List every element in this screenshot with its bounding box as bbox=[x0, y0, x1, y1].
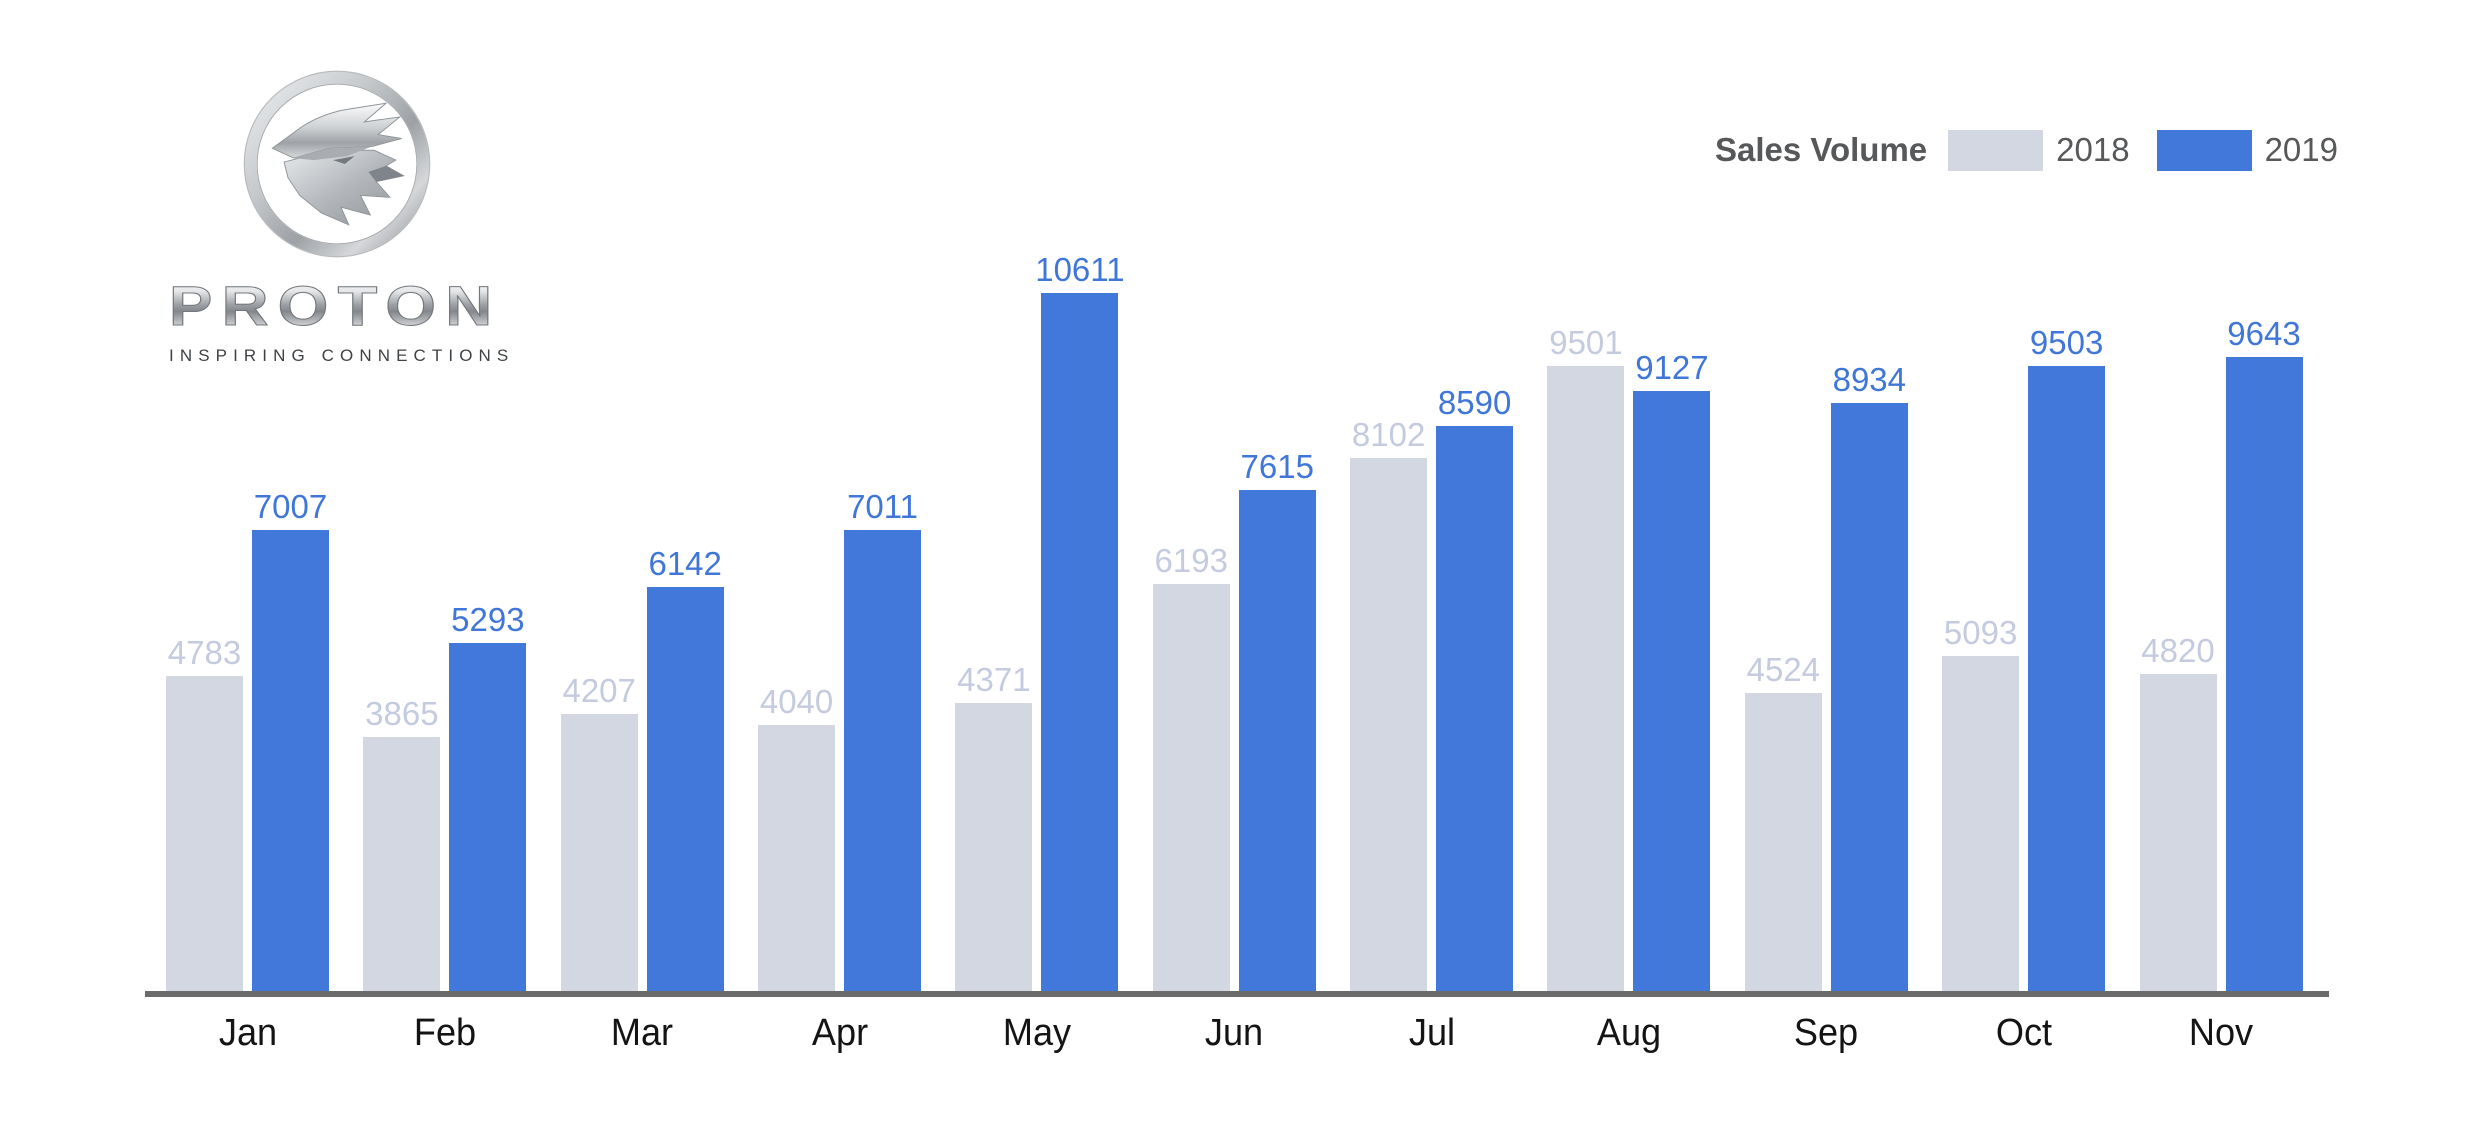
legend-title: Sales Volume bbox=[1715, 131, 1928, 168]
x-tick-May: May bbox=[1002, 1012, 1071, 1054]
bar-2018-Jun bbox=[1152, 584, 1230, 991]
proton-tiger-emblem-icon bbox=[243, 70, 431, 258]
bar-value-2019-Jan: 7007 bbox=[253, 488, 328, 525]
brand-tagline: INSPIRING CONNECTIONS bbox=[169, 346, 515, 365]
bar-2018-Apr bbox=[758, 725, 836, 991]
bar-value-2018-Jun: 6193 bbox=[1154, 542, 1228, 579]
bar-value-2019-Nov: 9643 bbox=[2227, 315, 2301, 352]
bar-2019-Mar bbox=[646, 587, 724, 991]
x-tick-Oct: Oct bbox=[1995, 1012, 2052, 1054]
bar-2019-Jan bbox=[252, 530, 329, 991]
bar-2018-Jul bbox=[1350, 458, 1428, 991]
bar-value-2019-Jul: 8590 bbox=[1437, 384, 1512, 421]
bar-value-2019-Apr: 7011 bbox=[847, 488, 919, 525]
legend-swatch-2019 bbox=[2156, 129, 2252, 171]
bar-2019-Jul bbox=[1436, 426, 1514, 991]
bar-2018-May bbox=[955, 703, 1033, 991]
bar-value-2018-Sep: 4524 bbox=[1746, 651, 1821, 688]
bar-value-2019-Mar: 6142 bbox=[648, 545, 722, 582]
x-axis-line bbox=[145, 991, 2329, 997]
bar-value-2018-Jul: 8102 bbox=[1351, 416, 1426, 453]
bar-value-2019-Aug: 9127 bbox=[1635, 349, 1709, 386]
bar-2019-Feb bbox=[449, 643, 527, 991]
bar-value-2018-Nov: 4820 bbox=[2141, 632, 2215, 669]
bar-2018-Mar bbox=[560, 714, 638, 991]
bar-2018-Nov bbox=[2139, 674, 2217, 991]
bar-value-2018-Aug: 9501 bbox=[1549, 324, 1623, 361]
legend-label-2018: 2018 bbox=[2056, 131, 2130, 168]
bar-2019-Jun bbox=[1238, 490, 1316, 991]
bar-value-2018-Mar: 4207 bbox=[562, 672, 636, 709]
x-tick-Aug: Aug bbox=[1596, 1012, 1662, 1054]
x-tick-Apr: Apr bbox=[811, 1012, 868, 1054]
x-tick-Sep: Sep bbox=[1794, 1012, 1859, 1054]
bar-value-2019-Feb: 5293 bbox=[451, 601, 525, 638]
bar-2019-Sep bbox=[1830, 403, 1908, 991]
bar-2018-Sep bbox=[1744, 693, 1822, 991]
legend-label-2019: 2019 bbox=[2264, 131, 2338, 168]
bar-value-2018-May: 4371 bbox=[957, 661, 1031, 698]
x-tick-Jan: Jan bbox=[218, 1012, 277, 1054]
bar-2019-May bbox=[1041, 293, 1119, 991]
x-tick-Jul: Jul bbox=[1408, 1012, 1455, 1054]
bar-2018-Aug bbox=[1547, 366, 1625, 991]
bar-2019-Apr bbox=[844, 530, 922, 991]
bar-value-2019-Sep: 8934 bbox=[1832, 361, 1907, 398]
x-tick-Nov: Nov bbox=[2188, 1012, 2254, 1054]
x-tick-Jun: Jun bbox=[1205, 1012, 1264, 1054]
x-tick-Mar: Mar bbox=[611, 1012, 674, 1054]
bar-2018-Oct bbox=[1942, 656, 2020, 991]
legend-swatch-2018 bbox=[1948, 129, 2044, 171]
x-tick-Feb: Feb bbox=[413, 1012, 476, 1054]
bar-2019-Nov bbox=[2225, 357, 2303, 991]
bar-value-2018-Jan: 4783 bbox=[167, 634, 242, 671]
proton-logo: PROTON INSPIRING CONNECTIONS bbox=[168, 64, 515, 366]
bar-value-2018-Apr: 4040 bbox=[759, 683, 834, 720]
bar-2019-Oct bbox=[2028, 366, 2106, 991]
brand-wordmark: PROTON bbox=[168, 277, 559, 334]
bar-value-2019-May: 10611 bbox=[1035, 251, 1125, 288]
bar-value-2018-Oct: 5093 bbox=[1943, 614, 2018, 651]
bar-2019-Aug bbox=[1633, 391, 1711, 991]
bar-value-2019-Jun: 7615 bbox=[1240, 448, 1314, 485]
legend: Sales Volume 2018 2019 bbox=[1715, 128, 2338, 172]
bar-value-2019-Oct: 9503 bbox=[2029, 324, 2104, 361]
bar-2018-Feb bbox=[363, 737, 441, 991]
bar-2018-Jan bbox=[166, 676, 243, 991]
bar-value-2018-Feb: 3865 bbox=[365, 695, 439, 732]
